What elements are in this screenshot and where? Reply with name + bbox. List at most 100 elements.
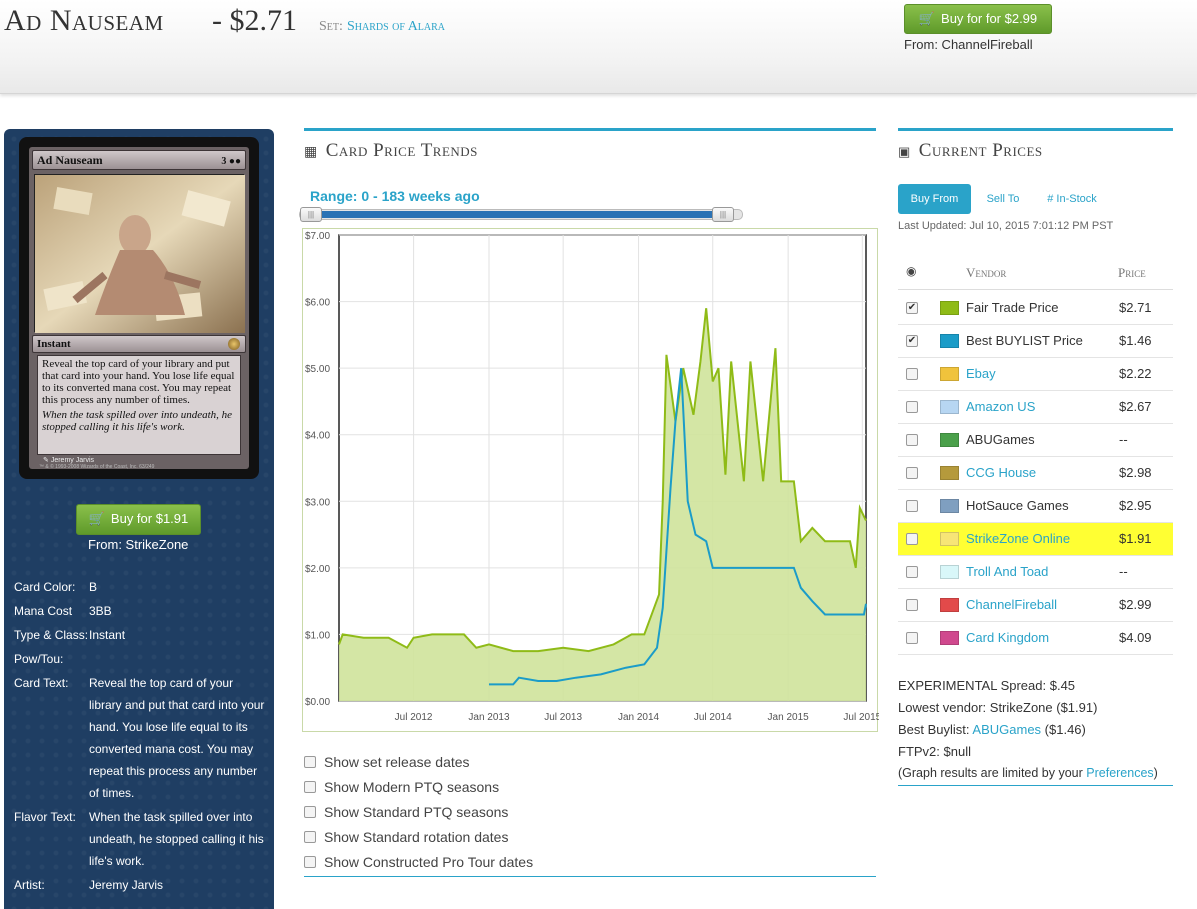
vendor-name[interactable]: Amazon US	[966, 399, 1036, 414]
set-symbol-icon	[228, 338, 240, 350]
range-label: Range: 0 - 183 weeks ago	[310, 188, 480, 204]
x-tick-label: Jul 2014	[694, 712, 732, 723]
option-standard-rotation[interactable]: Show Standard rotation dates	[304, 829, 508, 845]
vendor-price: $4.09	[1119, 630, 1152, 645]
vendor-name[interactable]: Ebay	[966, 366, 996, 381]
page-header: Ad Nauseam - $2.71 Set: Shards of Alara …	[0, 0, 1197, 94]
price-column-header: Price	[1118, 265, 1146, 280]
checkbox[interactable]	[304, 856, 316, 868]
range-slider-end-handle[interactable]: |||	[712, 207, 734, 222]
vendor-row: CCG House $2.98	[898, 457, 1173, 490]
x-tick-label: Jul 2015	[843, 712, 879, 723]
spread-line: EXPERIMENTAL Spread: $.45	[898, 678, 1076, 693]
x-tick-label: Jul 2013	[544, 712, 582, 723]
card-type-bar: Instant	[32, 335, 246, 353]
card-image-name: Ad Nauseam	[37, 153, 103, 167]
vendor-checkbox[interactable]	[906, 467, 918, 479]
tab-buy-from[interactable]: Buy From	[898, 184, 971, 214]
y-tick-label: $5.00	[305, 364, 330, 375]
info-key: Card Text:	[14, 676, 69, 690]
vendor-row: Troll And Toad --	[898, 556, 1173, 589]
vendor-table-header: ◉ Vendor Price	[898, 256, 1173, 290]
x-tick-label: Jan 2014	[618, 712, 660, 723]
vendor-checkbox[interactable]	[906, 500, 918, 512]
vendor-name[interactable]: StrikeZone Online	[966, 531, 1071, 546]
vendor-name[interactable]: Troll And Toad	[966, 564, 1049, 579]
buy-button-header[interactable]: 🛒 Buy for for $2.99	[904, 4, 1052, 34]
best-buylist-suffix: ($1.46)	[1041, 722, 1086, 737]
vendor-checkbox[interactable]	[906, 566, 918, 578]
vendor-color-swatch	[940, 301, 959, 315]
header-price: - $2.71	[212, 4, 297, 37]
buy-from-header: From: ChannelFireball	[904, 37, 1033, 52]
checkbox[interactable]	[304, 806, 316, 818]
card-frame: Ad Nauseam 3 ●●	[29, 147, 249, 470]
vendor-name[interactable]: ChannelFireball	[966, 597, 1058, 612]
vendor-name[interactable]: CCG House	[966, 465, 1037, 480]
vendor-checkbox[interactable]	[906, 368, 918, 380]
info-key: Type & Class:	[14, 628, 89, 642]
card-type-line: Instant	[37, 338, 71, 350]
preferences-link[interactable]: Preferences	[1086, 766, 1154, 780]
y-tick-label: $0.00	[305, 697, 330, 708]
info-value: B	[89, 580, 98, 594]
vendor-price: $2.71	[1119, 300, 1152, 315]
vendor-color-swatch	[940, 334, 959, 348]
info-value: Jeremy Jarvis	[89, 878, 164, 892]
stats-divider	[898, 785, 1173, 786]
range-slider-start-handle[interactable]: |||	[300, 207, 322, 222]
buy-button-label: Buy for for $2.99	[941, 11, 1038, 26]
tab-in-stock[interactable]: # In-Stock	[1047, 193, 1097, 205]
fair-trade-area	[339, 308, 866, 701]
lowest-vendor-line: Lowest vendor: StrikeZone ($1.91)	[898, 700, 1098, 715]
checkbox[interactable]	[304, 756, 316, 768]
vendor-checkbox[interactable]: ✔	[906, 335, 918, 347]
tab-sell-to[interactable]: Sell To	[986, 193, 1020, 205]
y-tick-label: $7.00	[305, 231, 330, 242]
card-art-illustration	[35, 175, 245, 333]
vendor-checkbox[interactable]	[906, 632, 918, 644]
range-slider[interactable]: ||| |||	[299, 207, 743, 222]
buy-button-sidebar[interactable]: 🛒 Buy for $1.91	[76, 504, 201, 535]
option-modern-ptq[interactable]: Show Modern PTQ seasons	[304, 779, 499, 795]
info-value: Reveal the top card of your library and …	[89, 676, 265, 800]
card-rules-text: Reveal the top card of your library and …	[42, 358, 235, 406]
ftpv2-line: FTPv2: $null	[898, 744, 971, 759]
vendor-checkbox[interactable]	[906, 599, 918, 611]
vendor-checkbox[interactable]	[906, 401, 918, 413]
info-key: Mana Cost	[14, 604, 73, 618]
graph-note-prefix: (Graph results are limited by your	[898, 766, 1087, 780]
vendor-checkbox[interactable]	[906, 434, 918, 446]
current-prices-divider	[898, 128, 1173, 131]
option-standard-ptq[interactable]: Show Standard PTQ seasons	[304, 804, 508, 820]
option-label: Show set release dates	[324, 754, 470, 770]
vendor-name[interactable]: Card Kingdom	[966, 630, 1050, 645]
set-link[interactable]: Shards of Alara	[347, 19, 446, 34]
option-pro-tour-dates[interactable]: Show Constructed Pro Tour dates	[304, 854, 533, 870]
card-flavor-text: When the task spilled over into undeath,…	[42, 409, 233, 433]
vendor-checkbox[interactable]	[906, 533, 918, 545]
vendor-row: ABUGames --	[898, 424, 1173, 457]
cart-icon: 🛒	[918, 11, 936, 26]
vendor-price: --	[1119, 432, 1128, 447]
vendor-price: $2.67	[1119, 399, 1152, 414]
checkbox[interactable]	[304, 781, 316, 793]
option-label: Show Modern PTQ seasons	[324, 779, 500, 795]
option-set-release-dates[interactable]: Show set release dates	[304, 754, 470, 770]
vendor-row: Ebay $2.22	[898, 358, 1173, 391]
vendor-column-header: Vendor	[966, 265, 1007, 280]
last-updated: Last Updated: Jul 10, 2015 7:01:12 PM PS…	[898, 220, 1114, 232]
vendor-row: Amazon US $2.67	[898, 391, 1173, 424]
best-buylist-prefix: Best Buylist:	[898, 722, 973, 737]
vendor-price: $2.99	[1119, 597, 1152, 612]
vendor-checkbox[interactable]: ✔	[906, 302, 918, 314]
vendor-name: Fair Trade Price	[966, 300, 1059, 315]
card-art	[34, 174, 245, 333]
checkbox[interactable]	[304, 831, 316, 843]
y-tick-label: $1.00	[305, 630, 330, 641]
black-mana-icon: ●●	[228, 156, 241, 167]
calendar-icon: ▦	[304, 145, 318, 160]
best-buylist-vendor-link[interactable]: ABUGames	[972, 722, 1042, 737]
y-tick-label: $3.00	[305, 497, 330, 508]
card-mana-cost: 3 ●●	[221, 153, 241, 171]
